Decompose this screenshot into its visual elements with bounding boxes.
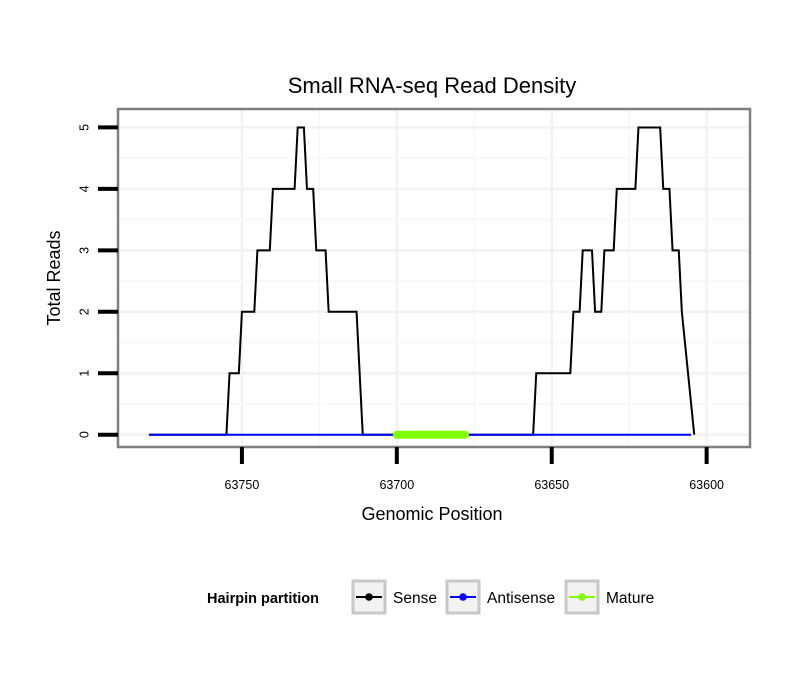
- plot-border: [116, 107, 752, 449]
- legend-item-sense: Sense: [351, 579, 437, 615]
- plot-panel: [118, 109, 750, 447]
- legend: Hairpin partition Sense Antisense Mature: [207, 579, 654, 615]
- series-layer: [148, 126, 696, 439]
- x-tick-label: 63700: [379, 478, 414, 492]
- y-axis: 0 1 2 3 4 5: [77, 124, 118, 438]
- y-tick-label: 2: [77, 308, 91, 315]
- x-axis-title: Genomic Position: [361, 504, 502, 524]
- grid-lines: [118, 109, 750, 447]
- y-axis-title: Total Reads: [44, 230, 64, 325]
- legend-label: Antisense: [487, 590, 555, 607]
- y-tick-label: 5: [77, 124, 91, 131]
- x-tick-label: 63750: [225, 478, 260, 492]
- plot-background: [118, 109, 750, 447]
- y-tick-label: 4: [77, 185, 91, 192]
- legend-label: Sense: [393, 590, 437, 607]
- chart-title: Small RNA-seq Read Density: [288, 73, 577, 98]
- legend-item-antisense: Antisense: [445, 579, 555, 615]
- y-tick-label: 0: [77, 431, 91, 438]
- series-sense-line: [148, 126, 696, 436]
- legend-title: Hairpin partition: [207, 591, 319, 607]
- y-tick-label: 3: [77, 247, 91, 254]
- y-tick-label: 1: [77, 370, 91, 377]
- legend-label: Mature: [606, 590, 654, 607]
- x-tick-label: 63600: [689, 478, 724, 492]
- legend-item-mature: Mature: [564, 579, 654, 615]
- legend-key-point: [365, 593, 373, 601]
- x-axis: 63750 63700 63650 63600: [225, 447, 724, 492]
- legend-key-point: [459, 593, 467, 601]
- x-tick-label: 63650: [534, 478, 569, 492]
- legend-key-point: [578, 593, 586, 601]
- plot-frame: [116, 107, 752, 449]
